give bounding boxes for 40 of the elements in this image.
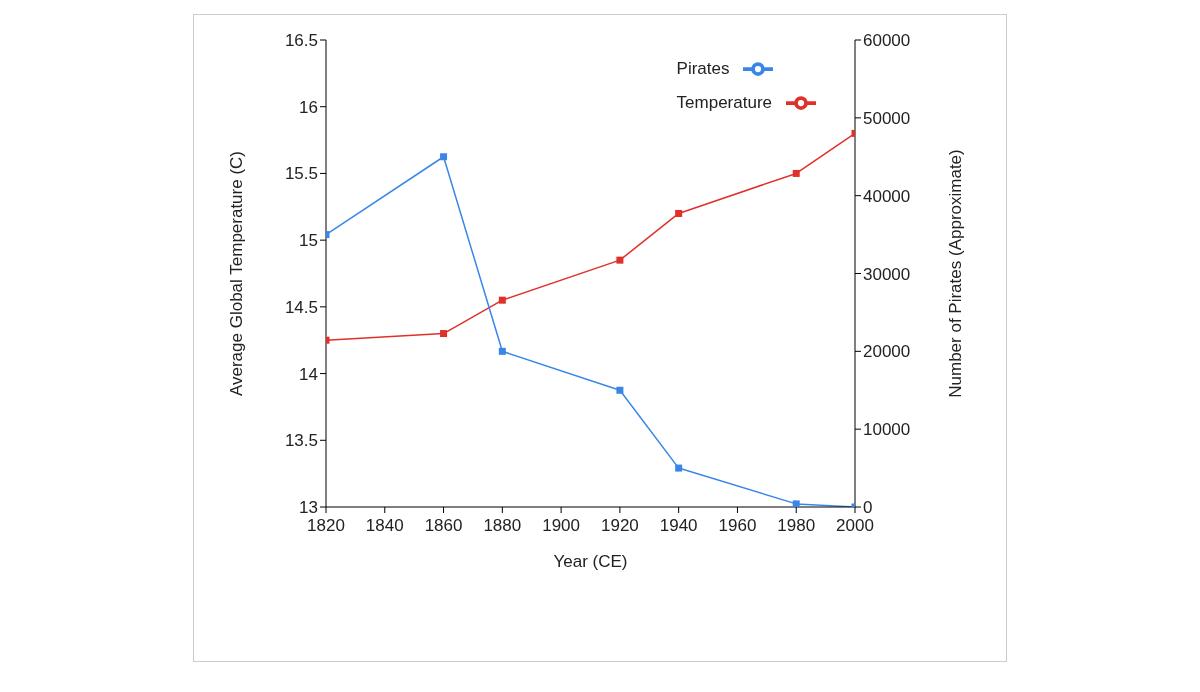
y2-tick-label: 60000 bbox=[863, 31, 911, 51]
y2-tick-label: 50000 bbox=[863, 108, 911, 128]
legend-label: Pirates bbox=[676, 59, 730, 78]
y2-axis-title: Number of Pirates (Approximate) bbox=[946, 149, 966, 398]
y2-tick-label: 20000 bbox=[863, 342, 911, 362]
point bbox=[792, 169, 800, 177]
y-tick-label: 14 bbox=[299, 364, 318, 384]
x-axis-title: Year (CE) bbox=[553, 552, 628, 571]
x-tick-label: 1820 bbox=[307, 516, 345, 536]
y-tick-label: 13.5 bbox=[284, 431, 318, 451]
point bbox=[498, 347, 506, 355]
y-tick-label: 13 bbox=[299, 498, 318, 518]
x-tick-label: 1960 bbox=[718, 516, 757, 536]
x-tick-label: 1920 bbox=[600, 516, 639, 536]
point bbox=[440, 153, 448, 161]
x-tick-label: 2000 bbox=[836, 516, 874, 536]
point bbox=[440, 330, 448, 338]
y-tick-label: 14.5 bbox=[284, 297, 318, 317]
point bbox=[675, 209, 683, 217]
x-tick-label: 1840 bbox=[365, 516, 404, 536]
y2-tick-label: 10000 bbox=[863, 420, 911, 440]
point bbox=[616, 386, 624, 394]
x-tick-label: 1860 bbox=[424, 516, 463, 536]
legend-label: Temperature bbox=[676, 93, 772, 112]
point bbox=[498, 296, 506, 304]
x-tick-label: 1880 bbox=[483, 516, 522, 536]
point bbox=[616, 256, 624, 264]
point bbox=[792, 500, 800, 507]
y-tick-label: 16.5 bbox=[284, 31, 318, 51]
y-tick-label: 15 bbox=[299, 231, 318, 251]
y-tick-label: 15.5 bbox=[284, 164, 318, 184]
x-tick-label: 1900 bbox=[542, 516, 581, 536]
x-tick-label: 1940 bbox=[659, 516, 698, 536]
point bbox=[675, 464, 683, 472]
x-tick-label: 1980 bbox=[777, 516, 816, 536]
y-tick-label: 16 bbox=[299, 97, 318, 117]
y2-tick-label: 40000 bbox=[863, 186, 911, 206]
y2-tick-label: 30000 bbox=[863, 264, 911, 284]
y-axis-title: Average Global Temperature (C) bbox=[227, 150, 247, 397]
y2-tick-label: 0 bbox=[863, 498, 873, 518]
